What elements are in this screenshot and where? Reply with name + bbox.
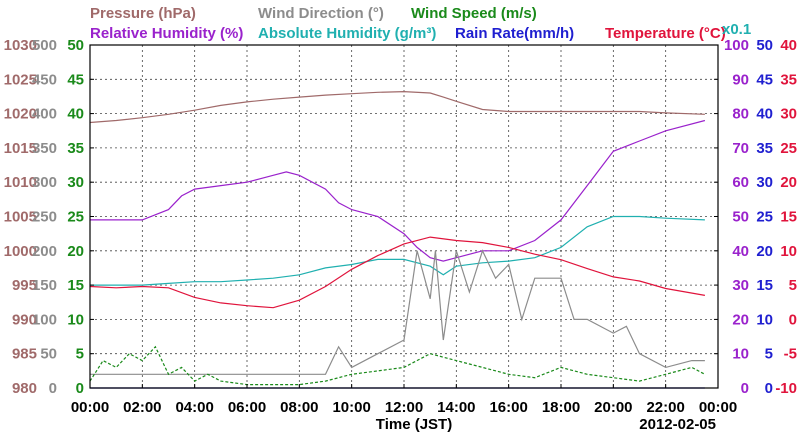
series-line-5: [89, 345, 706, 386]
series-line-2: [90, 215, 705, 286]
wind_speed-tick-label: 50: [67, 37, 84, 54]
wind_speed-tick-label: 10: [67, 311, 84, 328]
rain_rate-tick-label: 20: [756, 243, 773, 260]
humidity-tick-label: 40: [732, 243, 749, 260]
wind_speed-tick-label: 25: [67, 209, 84, 226]
x-tick-label: 22:00: [646, 399, 684, 416]
legend-item-row2-0: Relative Humidity (%): [90, 25, 243, 42]
humidity-tick-label: 20: [732, 311, 749, 328]
pressure-tick-label: 1010: [4, 174, 37, 191]
series-line-3: [89, 236, 706, 309]
temperature-tick-label: 15: [780, 209, 797, 226]
series-line-0: [89, 90, 705, 124]
temperature-tick-label: 20: [780, 174, 797, 191]
wind_direction-tick-label: 500: [32, 37, 57, 54]
legend-item-row2-1: Absolute Humidity (g/m³): [258, 25, 436, 42]
pressure-tick-label: 990: [12, 311, 37, 328]
scale-note-x01: x0.1: [722, 21, 751, 38]
wind_speed-tick-label: 15: [67, 277, 84, 294]
pressure-tick-label: 1020: [4, 106, 37, 123]
temperature-tick-label: 0: [789, 311, 797, 328]
wind_speed-tick-label: 45: [67, 71, 84, 88]
humidity-tick-label: 60: [732, 174, 749, 191]
rain_rate-tick-label: 5: [765, 346, 773, 363]
temperature-tick-label: 40: [780, 37, 797, 54]
pressure-tick-label: 1025: [4, 71, 37, 88]
x-tick-label: 16:00: [489, 399, 527, 416]
humidity-tick-label: 10: [732, 346, 749, 363]
rain_rate-tick-label: 25: [756, 209, 773, 226]
humidity-tick-label: 30: [732, 277, 749, 294]
rain_rate-tick-label: 35: [756, 140, 773, 157]
x-tick-label: 00:00: [699, 399, 737, 416]
wind_direction-tick-label: 450: [32, 71, 57, 88]
temperature-tick-label: 25: [780, 140, 797, 157]
pressure-tick-label: 1000: [4, 243, 37, 260]
wind_speed-tick-label: 5: [76, 346, 84, 363]
wind_speed-tick-label: 35: [67, 140, 84, 157]
rain_rate-tick-label: 45: [756, 71, 773, 88]
rain_rate-tick-label: 30: [756, 174, 773, 191]
legend-item-row1-1: Wind Direction (°): [258, 5, 384, 22]
x-tick-label: 02:00: [123, 399, 161, 416]
rain_rate-tick-label: 50: [756, 37, 773, 54]
pressure-tick-label: 1005: [4, 209, 37, 226]
humidity-tick-label: 70: [732, 140, 749, 157]
pressure-tick-label: 985: [12, 346, 37, 363]
rain_rate-tick-label: 15: [756, 277, 773, 294]
wind_speed-tick-label: 30: [67, 174, 84, 191]
temperature-tick-label: 5: [789, 277, 797, 294]
legend-item-row1-0: Pressure (hPa): [90, 5, 196, 22]
humidity-tick-label: 0: [741, 380, 749, 397]
temperature-tick-label: 35: [780, 71, 797, 88]
wind_direction-tick-label: 250: [32, 209, 57, 226]
x-tick-label: 12:00: [385, 399, 423, 416]
series-line-4: [90, 249, 705, 375]
wind_speed-tick-label: 0: [76, 380, 84, 397]
rain_rate-tick-label: 0: [765, 380, 773, 397]
rain_rate-tick-label: 10: [756, 311, 773, 328]
pressure-tick-label: 1030: [4, 37, 37, 54]
pressure-tick-label: 1015: [4, 140, 37, 157]
wind_speed-tick-label: 40: [67, 106, 84, 123]
humidity-tick-label: 80: [732, 106, 749, 123]
x-axis-label: Time (JST): [376, 416, 452, 433]
wind_direction-tick-label: 350: [32, 140, 57, 157]
legend-item-row2-2: Rain Rate(mm/h): [455, 25, 574, 42]
wind_direction-tick-label: 150: [32, 277, 57, 294]
rain_rate-tick-label: 40: [756, 106, 773, 123]
temperature-tick-label: -10: [775, 380, 797, 397]
temperature-tick-label: 30: [780, 106, 797, 123]
x-tick-label: 00:00: [71, 399, 109, 416]
pressure-tick-label: 980: [12, 380, 37, 397]
temperature-tick-label: 10: [780, 243, 797, 260]
wind_direction-tick-label: 200: [32, 243, 57, 260]
x-tick-label: 20:00: [594, 399, 632, 416]
humidity-tick-label: 50: [732, 209, 749, 226]
wind_direction-tick-label: 400: [32, 106, 57, 123]
x-tick-label: 04:00: [175, 399, 213, 416]
wind_direction-tick-label: 50: [40, 346, 57, 363]
temperature-tick-label: -5: [784, 346, 797, 363]
x-tick-label: 06:00: [228, 399, 266, 416]
x-tick-label: 10:00: [332, 399, 370, 416]
chart-date: 2012-02-05: [639, 416, 716, 433]
pressure-tick-label: 995: [12, 277, 37, 294]
humidity-tick-label: 100: [724, 37, 749, 54]
series-line-1: [90, 119, 706, 262]
legend-item-row2-3: Temperature (°C): [605, 25, 726, 42]
x-tick-label: 14:00: [437, 399, 475, 416]
x-tick-label: 18:00: [542, 399, 580, 416]
legend-item-row1-2: Wind Speed (m/s): [411, 5, 537, 22]
humidity-tick-label: 90: [732, 71, 749, 88]
wind_direction-tick-label: 0: [49, 380, 57, 397]
wind_direction-tick-label: 300: [32, 174, 57, 191]
wind_speed-tick-label: 20: [67, 243, 84, 260]
wind_direction-tick-label: 100: [32, 311, 57, 328]
x-tick-label: 08:00: [280, 399, 318, 416]
